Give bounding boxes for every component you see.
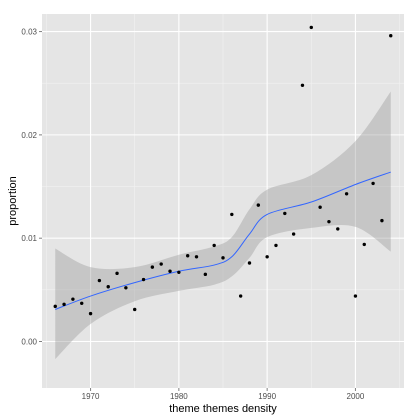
data-point xyxy=(221,256,225,260)
data-points xyxy=(53,25,393,316)
x-axis-title: theme themes density xyxy=(169,403,277,415)
data-point xyxy=(133,307,137,312)
smooth-trend-line xyxy=(55,171,391,310)
data-point xyxy=(150,265,155,269)
y-tick-label: 0.03 xyxy=(21,28,37,37)
data-point xyxy=(256,203,261,207)
data-point xyxy=(97,278,102,283)
data-point xyxy=(185,254,190,258)
data-point xyxy=(283,211,287,216)
data-point xyxy=(159,262,163,266)
data-point xyxy=(80,301,84,305)
data-point xyxy=(344,192,349,196)
x-tick-label: 2000 xyxy=(347,392,365,401)
data-point xyxy=(265,255,269,259)
data-point xyxy=(141,277,146,282)
x-tick-label: 1970 xyxy=(82,392,100,401)
data-point xyxy=(212,243,216,248)
data-point xyxy=(88,311,93,316)
confidence-band xyxy=(55,91,391,360)
data-point xyxy=(300,83,305,87)
data-point xyxy=(194,255,199,259)
y-tick-label: 0.01 xyxy=(21,234,37,243)
data-point xyxy=(62,302,66,307)
data-point xyxy=(238,294,243,298)
data-point xyxy=(53,304,57,309)
minor-gridlines xyxy=(42,14,404,388)
data-point xyxy=(230,212,234,217)
major-gridlines xyxy=(42,14,404,388)
data-point xyxy=(389,33,393,38)
data-point xyxy=(247,261,252,265)
data-point xyxy=(274,243,278,248)
x-axis: 1970 1980 1990 2000 xyxy=(82,388,365,401)
data-point xyxy=(291,232,296,236)
data-point xyxy=(106,285,110,289)
data-point xyxy=(71,297,75,301)
data-point xyxy=(380,218,384,223)
data-point xyxy=(336,227,340,231)
x-tick-label: 1990 xyxy=(258,392,276,401)
data-point xyxy=(327,219,331,224)
data-point xyxy=(362,242,366,247)
y-tick-label: 0.00 xyxy=(21,338,37,347)
data-point xyxy=(318,205,322,209)
y-tick-label: 0.02 xyxy=(21,131,37,140)
data-point xyxy=(371,181,375,186)
data-point xyxy=(353,294,358,298)
data-point xyxy=(168,269,172,273)
data-point xyxy=(309,25,313,30)
data-point xyxy=(115,271,119,276)
x-tick-label: 1980 xyxy=(170,392,188,401)
data-point xyxy=(124,286,128,290)
data-point xyxy=(177,270,181,274)
y-axis-title: proportion xyxy=(7,176,19,226)
data-point xyxy=(203,272,208,277)
y-axis: 0.00 0.01 0.02 0.03 xyxy=(21,28,42,347)
